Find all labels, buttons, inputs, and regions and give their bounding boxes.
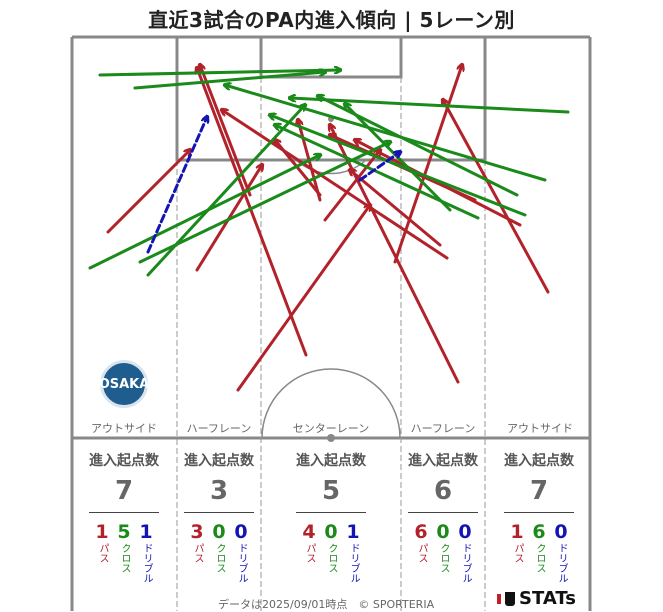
pass-arrow-1 (236, 205, 370, 392)
pass-arrow-13 (350, 170, 442, 247)
lane-total: 3 (209, 476, 229, 506)
lane-stats-4: 進入起点数 6 6 パス 0 クロス 0 ドリブル (405, 450, 481, 583)
lane-total: 6 (433, 476, 453, 506)
lane-dividers (176, 77, 486, 611)
lane-heading: 進入起点数 (184, 453, 254, 469)
lane-total: 5 (321, 476, 341, 506)
pass-label: パス (304, 543, 315, 563)
lane-heading: 進入起点数 (504, 453, 574, 469)
lane-stats-5: 進入起点数 7 1 パス 6 クロス 0 ドリブル (501, 450, 577, 583)
goal-area (259, 35, 403, 79)
lane-heading: 進入起点数 (89, 453, 159, 469)
lane-label-1: アウトサイド (91, 422, 157, 435)
cross-arrow-16 (133, 72, 325, 90)
brand-logo: STATs (497, 588, 576, 609)
cross-label: クロス (438, 543, 449, 573)
pass-count: 3 (190, 521, 204, 543)
entry-arrows (88, 65, 570, 392)
footer-text: データは2025/09/01時点 © SPORTERIA (218, 598, 435, 611)
pass-arrow-0 (197, 68, 308, 357)
penalty-arc (295, 159, 367, 175)
lane-stats-2: 進入起点数 3 3 パス 0 クロス 0 ドリブル (181, 450, 257, 583)
cross-label: クロス (119, 543, 130, 573)
center-circle (261, 368, 401, 439)
logo-text: OSAKA (98, 376, 150, 392)
cross-count: 0 (212, 521, 226, 543)
pass-label: パス (416, 543, 427, 563)
dribble-arrow-27 (358, 152, 400, 182)
dribble-label: ドリブル (460, 543, 471, 583)
dribble-label: ドリブル (348, 543, 359, 583)
cross-count: 0 (436, 521, 450, 543)
cross-arrow-18 (138, 142, 390, 264)
lane-stats-1: 進入起点数 7 1 パス 5 クロス 1 ドリブル (86, 450, 162, 583)
pass-arrow-7 (393, 65, 462, 264)
dribble-arrow-26 (146, 117, 207, 254)
cross-arrow-19 (146, 105, 305, 277)
dribble-count: 1 (139, 521, 153, 543)
pass-arrow-14 (323, 150, 380, 222)
lane-label-5: アウトサイド (507, 422, 573, 435)
pass-label: パス (512, 543, 523, 563)
cross-arrow-22 (318, 96, 519, 197)
lane-label-2: ハーフレーン (187, 422, 252, 435)
chart-title: 直近3試合のPA内進入傾向 | 5レーン別 (148, 8, 515, 32)
cross-arrow-23 (270, 115, 527, 217)
cross-arrow-24 (275, 125, 480, 220)
dribble-label: ドリブル (236, 543, 247, 583)
dribble-label: ドリブル (556, 543, 567, 583)
pass-arrow-5 (222, 110, 449, 260)
club-logo: OSAKA (98, 360, 150, 408)
lane-label-3: センターレーン (293, 422, 369, 435)
pass-count: 1 (510, 521, 524, 543)
brand-mark-icon-2 (505, 591, 515, 606)
penalty-area (175, 35, 487, 162)
lane-total: 7 (114, 476, 134, 506)
lane-total: 7 (529, 476, 549, 506)
pass-arrow-8 (443, 100, 550, 294)
cross-arrow-20 (225, 85, 547, 182)
lane-heading: 進入起点数 (408, 453, 478, 469)
brand-mark-icon (497, 593, 501, 604)
brand-text: STATs (519, 588, 576, 609)
cross-count: 6 (532, 521, 546, 543)
dribble-count: 1 (346, 521, 360, 543)
pass-label: パス (192, 543, 203, 563)
cross-count: 0 (324, 521, 338, 543)
dribble-count: 0 (458, 521, 472, 543)
pass-arrow-2 (106, 150, 190, 234)
dribble-count: 0 (554, 521, 568, 543)
lane-stats-3: 進入起点数 5 4 パス 0 クロス 1 ドリブル (293, 450, 369, 583)
pass-count: 6 (414, 521, 428, 543)
lane-label-4: ハーフレーン (411, 422, 476, 435)
lane-labels: アウトサイド ハーフレーン センターレーン ハーフレーン アウトサイド (91, 422, 573, 435)
dribble-count: 0 (234, 521, 248, 543)
arcs (261, 159, 401, 439)
center-spot (327, 434, 335, 442)
cross-count: 5 (117, 521, 131, 543)
pass-count: 1 (95, 521, 109, 543)
dribble-label: ドリブル (141, 543, 152, 583)
pass-count: 4 (302, 521, 316, 543)
cross-arrow-15 (98, 70, 340, 77)
cross-label: クロス (534, 543, 545, 573)
cross-label: クロス (214, 543, 225, 573)
cross-label: クロス (326, 543, 337, 573)
cross-arrow-21 (290, 98, 570, 114)
pass-label: パス (97, 543, 108, 563)
lane-heading: 進入起点数 (296, 453, 366, 469)
